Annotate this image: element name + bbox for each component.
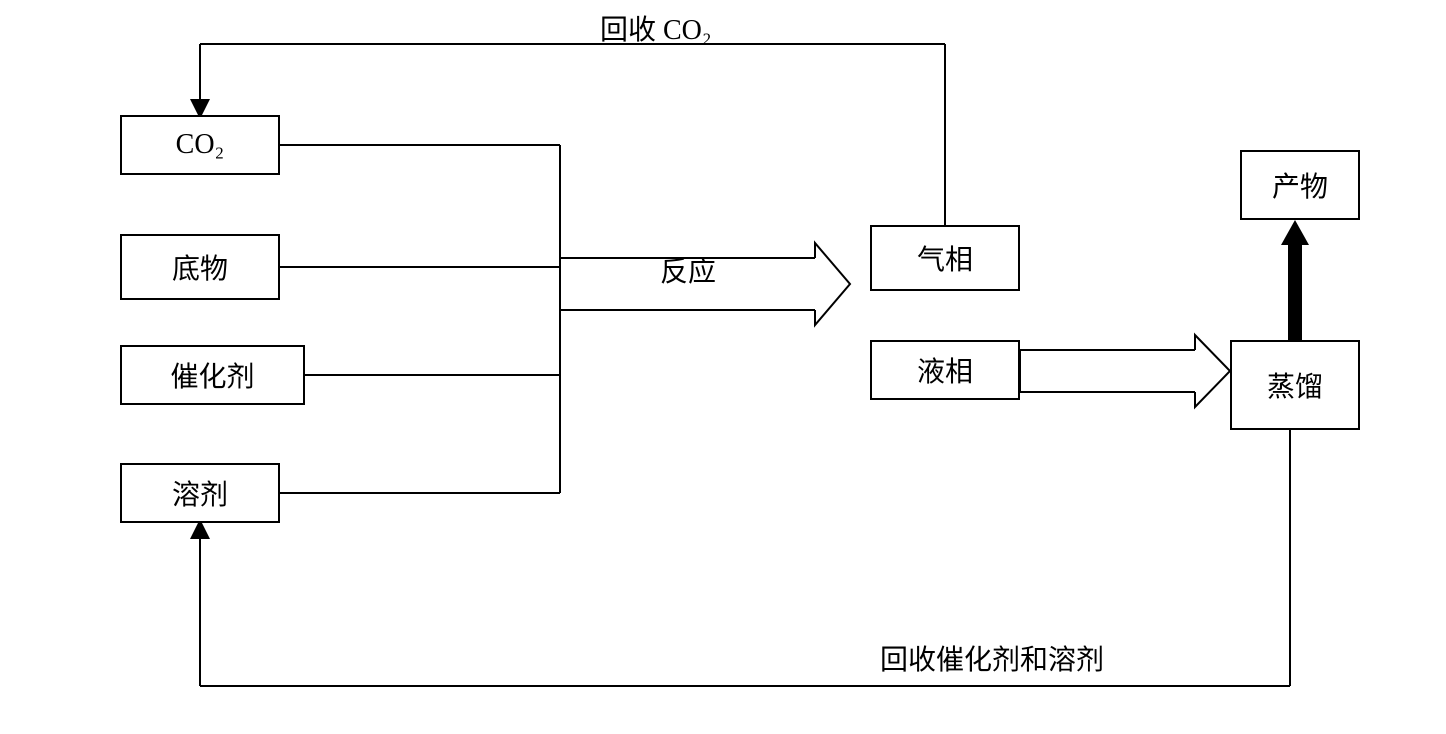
flowchart-diagram: CO₂ 底物 催化剂 溶剂 气相 液相 蒸馏 产物 回收 CO₂ 反应 回收催化… (0, 0, 1446, 734)
node-catalyst: 催化剂 (120, 345, 305, 405)
node-substrate-label: 底物 (172, 247, 228, 287)
node-co2-label: CO₂ (176, 129, 225, 161)
node-distillation-label: 蒸馏 (1267, 365, 1323, 405)
node-solvent: 溶剂 (120, 463, 280, 523)
node-product-label: 产物 (1272, 165, 1328, 205)
node-substrate: 底物 (120, 234, 280, 300)
node-distillation: 蒸馏 (1230, 340, 1360, 430)
label-recycle-catalyst-solvent: 回收催化剂和溶剂 (880, 638, 1104, 678)
node-catalyst-label: 催化剂 (170, 355, 254, 395)
node-solvent-label: 溶剂 (172, 473, 228, 513)
node-gas-phase: 气相 (870, 225, 1020, 291)
label-recycle-co2: 回收 CO₂ (600, 8, 712, 48)
node-liquid-phase: 液相 (870, 340, 1020, 400)
node-gas-phase-label: 气相 (917, 238, 973, 278)
label-reaction: 反应 (660, 250, 716, 290)
node-co2: CO₂ (120, 115, 280, 175)
node-liquid-phase-label: 液相 (917, 350, 973, 390)
node-product: 产物 (1240, 150, 1360, 220)
